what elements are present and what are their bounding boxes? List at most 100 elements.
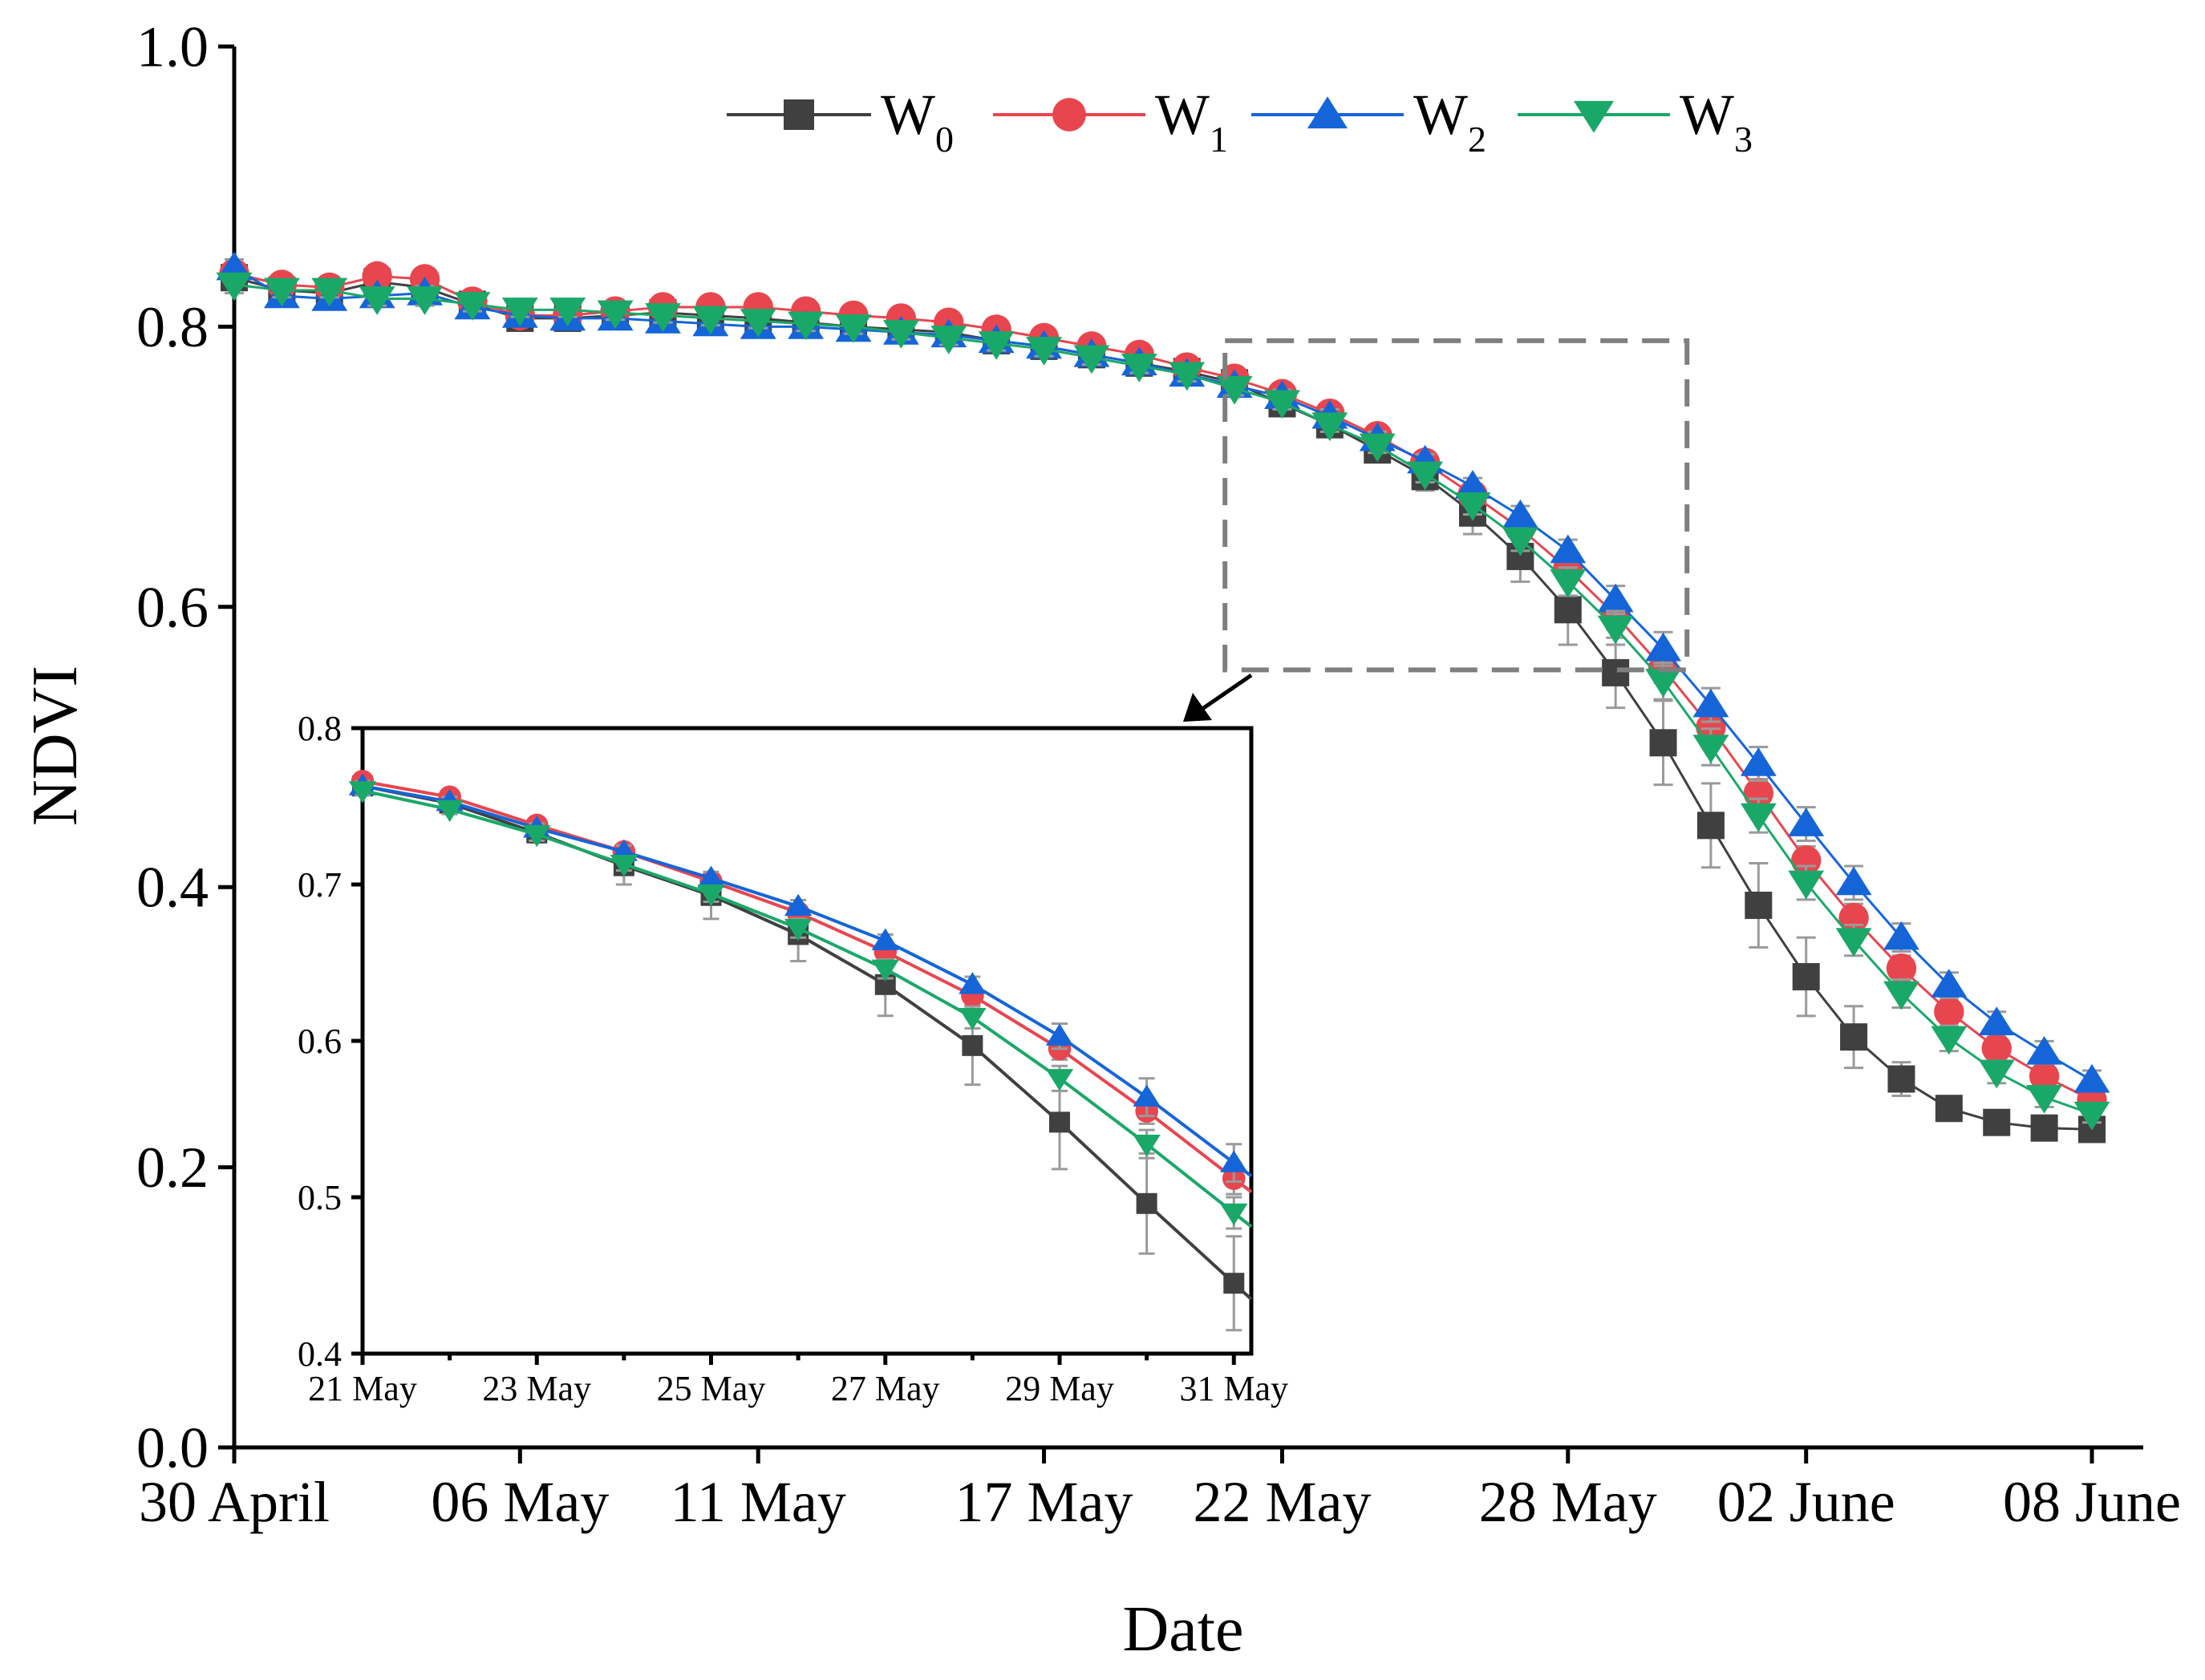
data-point bbox=[362, 261, 392, 292]
data-point bbox=[1887, 1065, 1915, 1093]
data-point bbox=[1788, 870, 1825, 900]
data-point bbox=[549, 298, 586, 326]
x-tick-label: 21 May bbox=[308, 1369, 417, 1408]
data-point bbox=[882, 320, 919, 349]
y-tick-label: 0.5 bbox=[298, 1178, 342, 1217]
y-tick-label: 1.0 bbox=[136, 14, 209, 79]
data-point bbox=[645, 303, 681, 332]
data-point bbox=[1835, 928, 1872, 957]
series-line bbox=[362, 784, 1253, 1178]
data-point bbox=[454, 292, 491, 321]
data-point bbox=[962, 1034, 983, 1056]
x-tick-label: 27 May bbox=[831, 1369, 940, 1408]
data-point bbox=[1216, 375, 1253, 405]
data-point bbox=[930, 326, 967, 354]
data-point bbox=[311, 277, 348, 307]
data-point bbox=[2030, 1114, 2058, 1142]
data-point bbox=[1169, 362, 1206, 391]
y-tick-label: 0.6 bbox=[298, 1022, 342, 1061]
x-tick-label: 30 April bbox=[139, 1470, 330, 1534]
data-point bbox=[1454, 492, 1491, 521]
legend-label-sub: 3 bbox=[1734, 119, 1753, 160]
x-tick-label: 23 May bbox=[482, 1369, 591, 1408]
x-tick-label: 08 June bbox=[2003, 1470, 2181, 1534]
x-axis-title: Date bbox=[1122, 1594, 1243, 1665]
y-tick-label: 0.4 bbox=[298, 1334, 342, 1374]
x-tick-label: 17 May bbox=[955, 1470, 1133, 1534]
data-point bbox=[959, 972, 987, 994]
y-tick-label: 0.4 bbox=[136, 856, 209, 920]
data-point bbox=[1692, 735, 1729, 763]
x-tick-label: 11 May bbox=[671, 1470, 846, 1534]
y-tick-label: 0.8 bbox=[136, 295, 209, 359]
data-point bbox=[788, 311, 825, 341]
y-tick-label: 0.7 bbox=[298, 865, 342, 905]
data-point bbox=[1740, 803, 1777, 832]
data-point bbox=[1931, 1026, 1968, 1055]
data-point bbox=[263, 277, 300, 307]
data-point bbox=[978, 331, 1015, 360]
inset-frame bbox=[360, 726, 1254, 1356]
data-point bbox=[610, 854, 638, 877]
series-group bbox=[216, 251, 2110, 1144]
data-point bbox=[1502, 527, 1538, 557]
series-line bbox=[233, 266, 2093, 1082]
data-point bbox=[1792, 963, 1820, 991]
x-tick-label: 06 May bbox=[431, 1470, 609, 1534]
data-point bbox=[216, 272, 253, 302]
data-point bbox=[1649, 729, 1677, 757]
x-tick-label: 02 June bbox=[1717, 1470, 1895, 1534]
legend-label: W1 bbox=[1155, 83, 1228, 160]
series-W3 bbox=[216, 272, 2110, 1131]
series-line bbox=[233, 272, 2093, 1102]
data-point bbox=[740, 309, 776, 338]
data-point bbox=[1931, 969, 1968, 998]
data-point bbox=[501, 298, 538, 326]
data-point bbox=[697, 885, 725, 907]
data-point bbox=[1602, 658, 1630, 686]
legend-marker bbox=[1052, 98, 1086, 132]
data-point bbox=[1049, 1111, 1071, 1133]
data-point bbox=[1136, 1192, 1157, 1214]
data-point bbox=[871, 959, 899, 982]
data-point bbox=[1454, 470, 1491, 499]
legend-label-sub: 0 bbox=[935, 119, 954, 160]
series-line bbox=[362, 789, 1253, 1229]
data-point bbox=[1264, 390, 1300, 419]
data-point bbox=[697, 865, 725, 888]
data-point bbox=[1223, 1273, 1245, 1294]
series-W3 bbox=[348, 781, 1253, 1230]
data-point bbox=[1407, 461, 1444, 491]
data-point bbox=[1554, 596, 1582, 624]
data-point bbox=[407, 286, 443, 315]
inset-plot: 0.4 0.5 0.6 0.7 0.8 21 May 23 May 25 May 27 May 2… bbox=[298, 709, 1288, 1408]
legend-item-W3: W3 bbox=[1518, 83, 1753, 160]
data-point bbox=[692, 306, 729, 335]
data-point bbox=[523, 824, 551, 848]
data-point bbox=[1978, 1059, 2015, 1089]
legend-label-sub: 1 bbox=[1210, 119, 1228, 160]
data-point bbox=[784, 893, 813, 916]
series-line bbox=[233, 276, 2093, 1131]
data-point bbox=[1645, 669, 1681, 698]
y-tick-label: 0.2 bbox=[136, 1136, 209, 1200]
y-tick-label: 0.0 bbox=[136, 1415, 209, 1480]
data-point bbox=[1073, 345, 1110, 374]
data-point bbox=[1692, 688, 1729, 718]
legend-label-name: W bbox=[1413, 83, 1468, 147]
legend-label: W2 bbox=[1413, 83, 1486, 160]
data-point bbox=[835, 314, 872, 343]
data-point bbox=[2026, 1084, 2063, 1114]
data-point bbox=[1550, 569, 1587, 598]
data-point bbox=[1311, 412, 1348, 442]
data-point bbox=[1220, 1203, 1248, 1226]
data-point bbox=[348, 781, 377, 804]
legend-marker bbox=[784, 99, 814, 130]
legend-label-name: W bbox=[1680, 83, 1734, 147]
zoom-arrow-head bbox=[1183, 693, 1212, 722]
data-point bbox=[1934, 996, 1964, 1027]
x-tick-label: 31 May bbox=[1179, 1369, 1288, 1408]
series-line bbox=[362, 779, 1253, 1193]
legend-label: W0 bbox=[881, 83, 954, 160]
data-point bbox=[1886, 953, 1917, 984]
